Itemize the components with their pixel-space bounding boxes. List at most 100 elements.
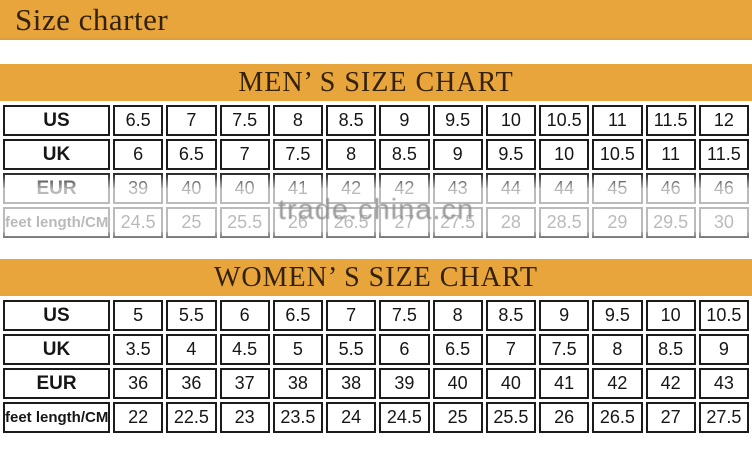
size-cell: 5.5 [166, 300, 217, 331]
size-cell: 6.5 [272, 300, 323, 331]
size-cell: 10.5 [539, 105, 590, 136]
header-gap [0, 40, 752, 64]
size-cell: 28.5 [539, 207, 590, 238]
mens-title-band: MEN’ S SIZE CHART [0, 64, 752, 101]
size-cell: 23 [219, 402, 270, 433]
size-cell: 27.5 [698, 402, 749, 433]
size-cell: 7.5 [539, 334, 590, 365]
size-cell: 9.5 [485, 139, 536, 170]
size-cell: 39 [113, 173, 164, 204]
size-cell: 10 [539, 139, 590, 170]
row-label: UK [3, 139, 110, 170]
size-cell: 6.5 [432, 334, 483, 365]
size-cell: 38 [272, 368, 323, 399]
size-cell: 37 [219, 368, 270, 399]
womens-size-table: US 5 5.5 6 6.5 7 7.5 8 8.5 9 9.5 10 10.5 UK 3.5 4 4.5 5 5.… [0, 297, 752, 436]
size-cell: 42 [326, 173, 377, 204]
size-cell: 5 [113, 300, 164, 331]
size-cell: 29 [592, 207, 643, 238]
table-row: UK 3.5 4 4.5 5 5.5 6 6.5 7 7.5 8 8.5 9 [3, 334, 749, 365]
size-cell: 10 [645, 300, 696, 331]
size-cell: 6 [113, 139, 164, 170]
size-cell: 44 [485, 173, 536, 204]
size-cell: 8.5 [379, 139, 430, 170]
size-cell: 7.5 [379, 300, 430, 331]
size-cell: 11 [592, 105, 643, 136]
size-cell: 24.5 [113, 207, 164, 238]
size-cell: 8 [326, 139, 377, 170]
size-cell: 11.5 [645, 105, 696, 136]
size-cell: 9 [379, 105, 430, 136]
size-cell: 41 [272, 173, 323, 204]
size-cell: 7 [485, 334, 536, 365]
row-label: feet length/CM [3, 402, 110, 433]
size-cell: 9 [432, 139, 483, 170]
size-cell: 40 [166, 173, 217, 204]
size-cell: 40 [432, 368, 483, 399]
size-cell: 3.5 [113, 334, 164, 365]
row-label: EUR [3, 368, 110, 399]
page-title: Size charter [15, 2, 169, 37]
table-row: US 5 5.5 6 6.5 7 7.5 8 8.5 9 9.5 10 10.5 [3, 300, 749, 331]
size-cell: 36 [166, 368, 217, 399]
mens-table-wrap: US 6.5 7 7.5 8 8.5 9 9.5 10 10.5 11 11.5 12 UK 6 6.5 7 7.… [0, 102, 752, 241]
size-cell: 42 [592, 368, 643, 399]
size-cell: 25 [432, 402, 483, 433]
size-cell: 46 [698, 173, 749, 204]
row-label: UK [3, 334, 110, 365]
size-cell: 44 [539, 173, 590, 204]
size-cell: 30 [698, 207, 749, 238]
size-cell: 8 [432, 300, 483, 331]
size-cell: 25 [166, 207, 217, 238]
size-cell: 28 [485, 207, 536, 238]
size-cell: 11.5 [698, 139, 749, 170]
size-cell: 22.5 [166, 402, 217, 433]
size-cell: 26 [539, 402, 590, 433]
table-row: EUR 36 36 37 38 38 39 40 40 41 42 42 43 [3, 368, 749, 399]
size-cell: 39 [379, 368, 430, 399]
size-cell: 9 [698, 334, 749, 365]
page-header: Size charter [0, 0, 752, 40]
size-cell: 4.5 [219, 334, 270, 365]
size-cell: 26.5 [592, 402, 643, 433]
size-cell: 27.5 [432, 207, 483, 238]
size-cell: 8.5 [645, 334, 696, 365]
size-cell: 6 [219, 300, 270, 331]
section-gap [0, 241, 752, 259]
size-cell: 9.5 [432, 105, 483, 136]
size-cell: 24.5 [379, 402, 430, 433]
size-cell: 46 [645, 173, 696, 204]
size-cell: 26.5 [326, 207, 377, 238]
size-cell: 43 [432, 173, 483, 204]
table-row: feet length/CM 22 22.5 23 23.5 24 24.5 25 25.5 26… [3, 402, 749, 433]
row-label: US [3, 300, 110, 331]
table-row: US 6.5 7 7.5 8 8.5 9 9.5 10 10.5 11 11.5 12 [3, 105, 749, 136]
size-cell: 40 [219, 173, 270, 204]
size-cell: 4 [166, 334, 217, 365]
size-cell: 8.5 [326, 105, 377, 136]
size-cell: 27 [379, 207, 430, 238]
size-cell: 42 [379, 173, 430, 204]
table-row: EUR 39 40 40 41 42 42 43 44 44 45 46 46 [3, 173, 749, 204]
size-cell: 23.5 [272, 402, 323, 433]
womens-title-band: WOMEN’ S SIZE CHART [0, 259, 752, 296]
size-cell: 10.5 [698, 300, 749, 331]
size-cell: 7 [166, 105, 217, 136]
size-cell: 6.5 [113, 105, 164, 136]
size-cell: 26 [272, 207, 323, 238]
size-cell: 6.5 [166, 139, 217, 170]
size-cell: 38 [326, 368, 377, 399]
size-cell: 7 [219, 139, 270, 170]
size-cell: 8 [272, 105, 323, 136]
size-cell: 12 [698, 105, 749, 136]
size-cell: 25.5 [485, 402, 536, 433]
size-cell: 8.5 [485, 300, 536, 331]
row-label: US [3, 105, 110, 136]
size-cell: 40 [485, 368, 536, 399]
size-cell: 27 [645, 402, 696, 433]
size-cell: 41 [539, 368, 590, 399]
size-cell: 9.5 [592, 300, 643, 331]
size-cell: 7.5 [272, 139, 323, 170]
size-cell: 24 [326, 402, 377, 433]
